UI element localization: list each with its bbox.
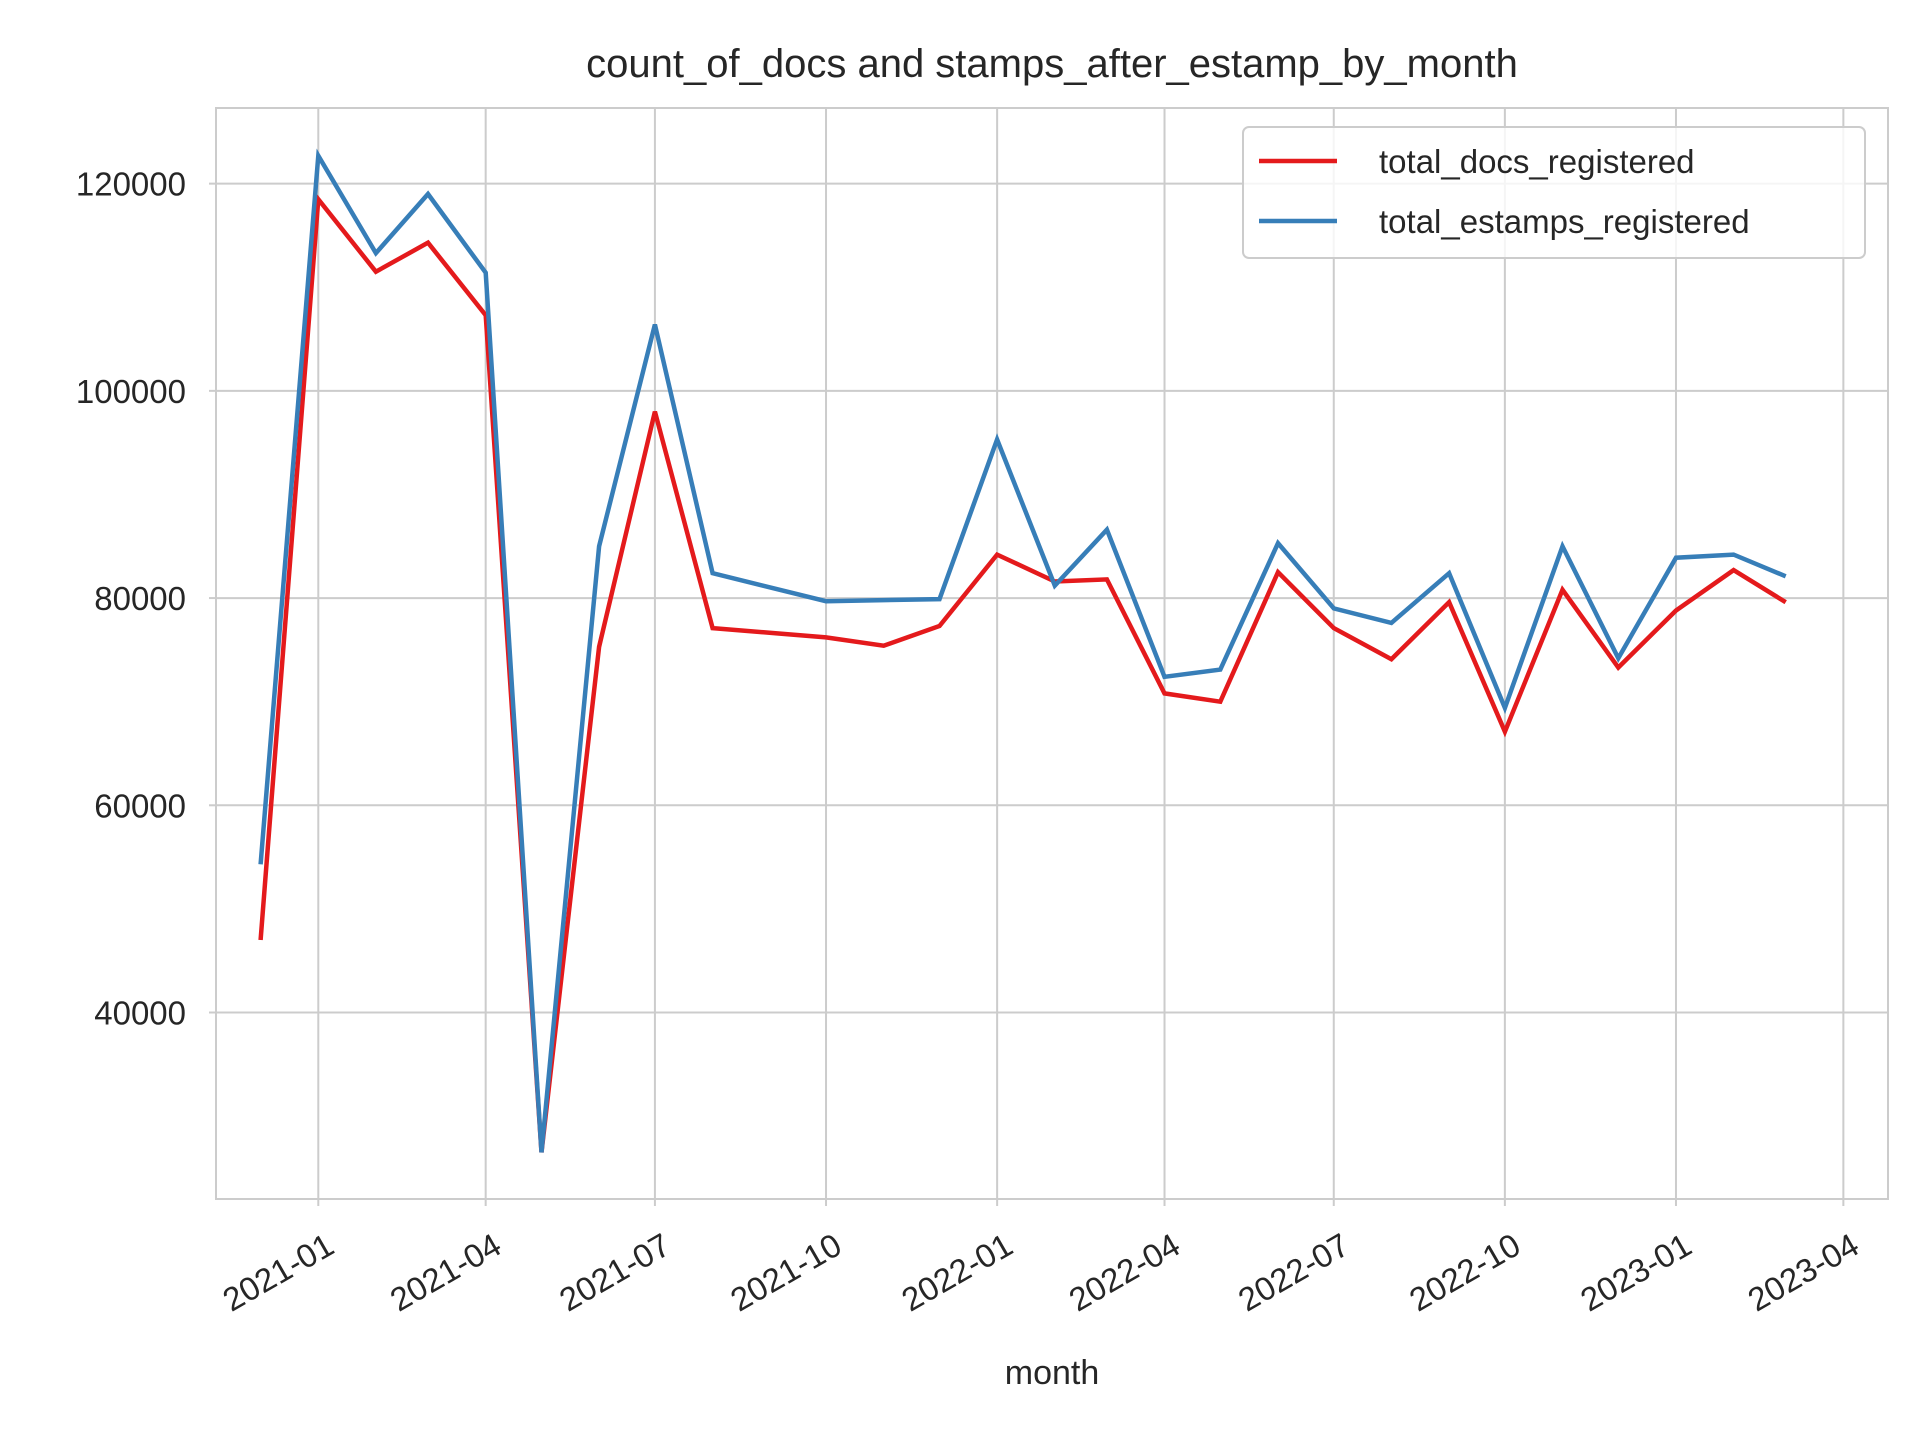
y-tick-label: 120000 xyxy=(76,166,186,203)
y-tick-label: 100000 xyxy=(76,373,186,410)
x-axis-title: month xyxy=(1005,1354,1100,1392)
y-tick-label: 60000 xyxy=(94,787,186,824)
legend-label: total_estamps_registered xyxy=(1379,203,1750,240)
series-line-1 xyxy=(258,148,1787,1153)
legend: total_docs_registered total_estamps_regis… xyxy=(1242,126,1866,259)
grid xyxy=(216,108,1888,1199)
y-tick-label: 80000 xyxy=(94,580,186,617)
series-layer xyxy=(258,148,1787,1153)
plot-frame xyxy=(215,107,1889,1200)
y-tick-label: 40000 xyxy=(94,995,186,1032)
chart-title: count_of_docs and stamps_after_estamp_by… xyxy=(586,42,1518,86)
legend-box xyxy=(1242,126,1866,259)
legend-label: total_docs_registered xyxy=(1379,143,1695,180)
